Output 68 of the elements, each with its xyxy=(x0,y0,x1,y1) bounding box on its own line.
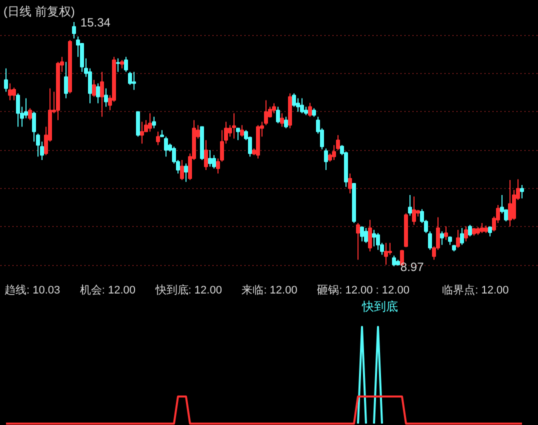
candlestick xyxy=(468,224,472,237)
candlestick xyxy=(124,56,128,72)
candlestick xyxy=(4,68,8,92)
candlestick xyxy=(276,106,280,124)
candlestick xyxy=(272,102,276,114)
candlestick xyxy=(72,21,76,39)
text: 砸锅: 12.00 : 12.00 xyxy=(317,284,410,296)
candlestick xyxy=(184,163,188,182)
text: 快到底: 12.00 xyxy=(154,284,222,296)
candlestick xyxy=(208,150,212,168)
text: 来临: 12.00 xyxy=(242,284,298,296)
candlestick xyxy=(180,160,184,181)
candlestick xyxy=(12,87,16,101)
candlestick xyxy=(360,226,364,242)
candlestick xyxy=(96,82,100,104)
candlestick xyxy=(32,111,36,142)
candlestick xyxy=(412,196,416,226)
text: 机会: 12.00 xyxy=(80,284,136,296)
candlestick xyxy=(284,116,288,129)
candlestick xyxy=(388,242,392,256)
annotation: 15.34 xyxy=(80,15,111,30)
candlestick xyxy=(140,121,144,144)
candlestick xyxy=(368,219,372,252)
candlestick xyxy=(8,82,12,101)
candlestick xyxy=(464,226,468,242)
candlestick xyxy=(104,88,108,108)
chart-title: (日线 前复权) xyxy=(4,4,75,18)
candlestick xyxy=(232,112,236,140)
candlestick xyxy=(100,71,104,118)
candlestick xyxy=(28,108,32,121)
candlestick xyxy=(16,92,20,128)
candlestick xyxy=(236,128,240,141)
candlestick xyxy=(148,112,152,132)
annotation: 8.97 xyxy=(400,260,424,274)
candlestick xyxy=(384,242,388,266)
candlestick xyxy=(280,112,284,128)
candlestick xyxy=(308,102,312,118)
candlestick xyxy=(292,92,296,108)
candlestick xyxy=(440,230,444,246)
candlestick xyxy=(136,111,140,138)
candlestick xyxy=(520,184,524,199)
candlestick xyxy=(460,227,464,246)
candlestick xyxy=(300,98,304,114)
candlestick xyxy=(408,194,412,216)
candlestick xyxy=(364,227,368,244)
candlestick xyxy=(156,131,160,146)
candlestick xyxy=(204,140,208,171)
candlestick xyxy=(164,136,168,158)
candlestick xyxy=(296,98,300,112)
candlestick xyxy=(508,180,512,227)
candlestick xyxy=(116,58,120,72)
text: 临界点: 12.00 xyxy=(442,284,509,296)
candlestick xyxy=(456,229,460,248)
candlestick xyxy=(240,124,244,138)
candlestick xyxy=(480,222,484,234)
candlestick xyxy=(348,172,352,194)
candlestick xyxy=(152,116,156,129)
candlestick xyxy=(372,229,376,247)
candlestick xyxy=(324,148,328,171)
candlestick xyxy=(92,79,96,98)
candlestick xyxy=(428,230,432,250)
text: 快到底 xyxy=(361,299,398,314)
text: 趋线: 10.03 xyxy=(4,284,60,296)
candlestick xyxy=(64,61,68,99)
candlestick xyxy=(132,71,136,90)
candlestick xyxy=(392,255,396,267)
candlestick xyxy=(356,222,360,260)
candlestick xyxy=(444,226,448,240)
